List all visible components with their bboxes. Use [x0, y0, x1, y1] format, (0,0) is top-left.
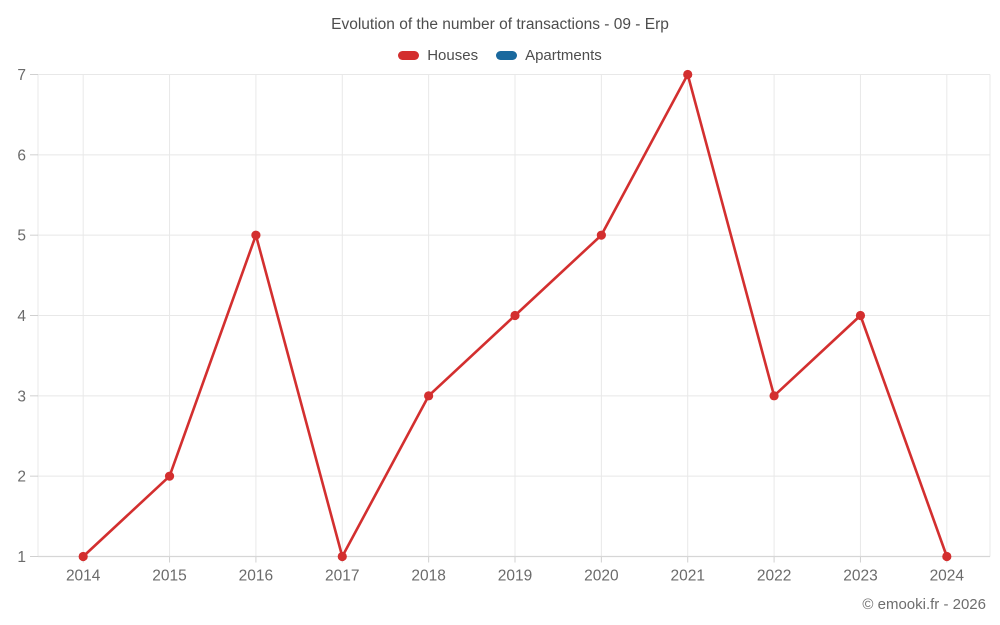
- y-axis-label: 3: [17, 388, 26, 405]
- y-axis-label: 4: [17, 308, 26, 325]
- x-axis-label: 2018: [411, 568, 445, 585]
- x-axis-label: 2019: [498, 568, 532, 585]
- data-point-houses[interactable]: [164, 471, 175, 481]
- data-point-houses[interactable]: [510, 310, 520, 321]
- x-axis-label: 2020: [584, 568, 619, 585]
- legend: Houses Apartments: [0, 47, 1000, 64]
- y-axis-label: 7: [17, 67, 26, 84]
- data-point-houses[interactable]: [424, 391, 434, 401]
- x-axis-label: 2024: [930, 568, 965, 585]
- data-point-houses[interactable]: [337, 551, 347, 562]
- data-point-houses[interactable]: [769, 391, 779, 401]
- legend-label-houses: Houses: [427, 47, 479, 64]
- x-axis-label: 2021: [670, 568, 704, 585]
- legend-item-houses[interactable]: Houses: [398, 47, 478, 64]
- data-point-houses[interactable]: [251, 230, 261, 240]
- legend-label-apartments: Apartments: [525, 47, 602, 64]
- data-point-houses[interactable]: [942, 551, 952, 562]
- watermark-credit: © emooki.fr - 2026: [862, 596, 986, 613]
- y-axis-label: 2: [17, 469, 26, 486]
- x-axis-label: 2015: [152, 568, 186, 585]
- y-axis-label: 5: [17, 228, 26, 245]
- y-axis-label: 1: [17, 549, 26, 566]
- data-point-houses[interactable]: [78, 551, 88, 562]
- x-axis-label: 2022: [757, 568, 791, 585]
- y-axis-label: 6: [17, 147, 26, 164]
- data-point-houses[interactable]: [855, 310, 866, 321]
- data-point-houses[interactable]: [683, 69, 693, 80]
- legend-item-apartments[interactable]: Apartments: [496, 47, 602, 64]
- x-axis-label: 2017: [325, 568, 359, 585]
- chart-title: Evolution of the number of transactions …: [331, 16, 669, 33]
- data-point-houses[interactable]: [596, 230, 606, 240]
- x-axis-label: 2014: [66, 568, 101, 585]
- houses-series-marker-icon: [398, 51, 420, 60]
- x-axis-label: 2023: [843, 568, 877, 585]
- apartments-series-marker-icon: [496, 51, 518, 60]
- x-axis-label: 2016: [239, 568, 273, 585]
